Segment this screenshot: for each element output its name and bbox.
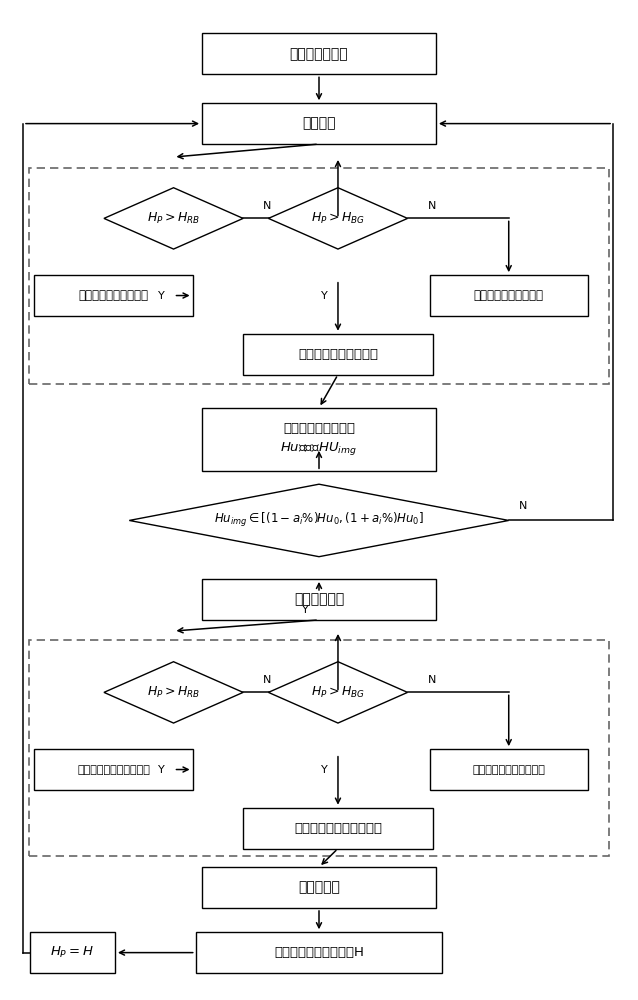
Text: $Hu_{img}\in[(1-a_i\%)Hu_0,(1+a_i\%)Hu_0]$: $Hu_{img}\in[(1-a_i\%)Hu_0,(1+a_i\%)Hu_0… <box>214 511 424 529</box>
Text: Y: Y <box>158 291 164 301</box>
Polygon shape <box>104 188 243 249</box>
Text: $H_P>H_{BG}$: $H_P>H_{BG}$ <box>311 211 365 226</box>
FancyBboxPatch shape <box>243 334 433 375</box>
Text: 地标特征提取: 地标特征提取 <box>294 592 344 606</box>
FancyBboxPatch shape <box>202 103 436 144</box>
Text: 基于蓝色特征的高度解算: 基于蓝色特征的高度解算 <box>294 822 382 835</box>
FancyBboxPatch shape <box>196 932 442 973</box>
Text: $H_P=H$: $H_P=H$ <box>50 945 94 960</box>
Text: 基于红色特征的二値化: 基于红色特征的二値化 <box>78 289 149 302</box>
Text: 高度信息融合，得高度H: 高度信息融合，得高度H <box>274 946 364 959</box>
Text: Y: Y <box>302 605 308 615</box>
FancyBboxPatch shape <box>34 749 193 790</box>
FancyBboxPatch shape <box>202 33 436 74</box>
Text: 视觉系统初始化: 视觉系统初始化 <box>290 47 348 61</box>
Text: 计算二値化后的图像
$Hu$不变矩$HU_{img}$: 计算二値化后的图像 $Hu$不变矩$HU_{img}$ <box>281 422 357 457</box>
FancyBboxPatch shape <box>202 408 436 471</box>
FancyBboxPatch shape <box>29 932 115 973</box>
Text: 基于绿色特征的二値化: 基于绿色特征的二値化 <box>474 289 544 302</box>
Text: N: N <box>427 675 436 685</box>
Text: N: N <box>427 201 436 211</box>
Text: Y: Y <box>321 291 327 301</box>
Polygon shape <box>269 188 408 249</box>
Text: Y: Y <box>158 765 164 775</box>
FancyBboxPatch shape <box>429 749 588 790</box>
Text: N: N <box>263 675 271 685</box>
Text: $H_P>H_{BG}$: $H_P>H_{BG}$ <box>311 685 365 700</box>
Text: 基于蓝色特征的二値化: 基于蓝色特征的二値化 <box>298 348 378 361</box>
Text: Y: Y <box>321 765 327 775</box>
FancyBboxPatch shape <box>202 867 436 908</box>
Text: $H_P>H_{RB}$: $H_P>H_{RB}$ <box>147 685 200 700</box>
Polygon shape <box>269 662 408 723</box>
Text: 图像捕获: 图像捕获 <box>302 117 336 131</box>
Text: N: N <box>263 201 271 211</box>
FancyBboxPatch shape <box>34 275 193 316</box>
FancyBboxPatch shape <box>243 808 433 849</box>
FancyBboxPatch shape <box>429 275 588 316</box>
Text: 姿态角修正: 姿态角修正 <box>298 881 340 895</box>
Text: 基于红色特征的高度解算: 基于红色特征的高度解算 <box>77 765 150 775</box>
Polygon shape <box>130 484 508 557</box>
FancyBboxPatch shape <box>202 579 436 620</box>
Polygon shape <box>104 662 243 723</box>
Text: N: N <box>519 501 527 511</box>
Text: $H_P>H_{RB}$: $H_P>H_{RB}$ <box>147 211 200 226</box>
Text: 基于绿色特征的高度解算: 基于绿色特征的高度解算 <box>472 765 545 775</box>
